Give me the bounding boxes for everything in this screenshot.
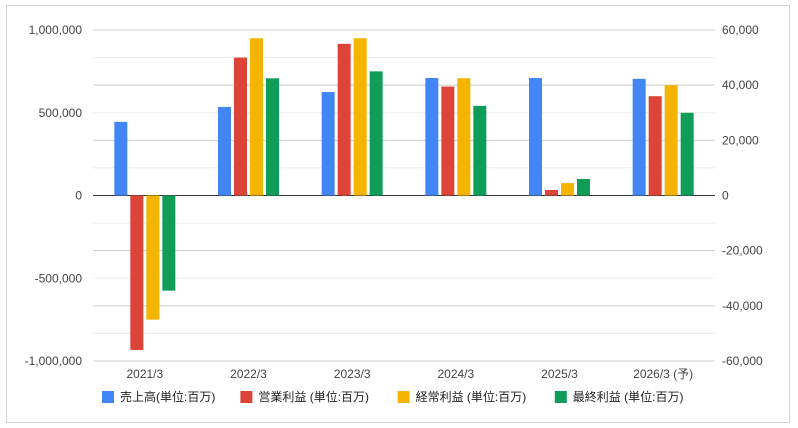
bar-3-4 [457, 78, 471, 196]
y-left-tick-label: -1,000,000 [25, 354, 83, 368]
bar-4-3 [369, 71, 383, 196]
bar-4-1 [162, 195, 176, 291]
legend-label: 経常利益 (単位:百万) [416, 389, 527, 404]
bar-1-3 [321, 92, 335, 196]
bar-3-5 [561, 183, 574, 196]
y-left-tick-label: 500,000 [39, 106, 83, 120]
legend: 売上高(単位:百万) 営業利益 (単位:百万) 経常利益 (単位:百万) 最終利益 (… [102, 389, 683, 404]
grid-lines [93, 29, 715, 362]
y-right-tick-label: -40,000 [722, 299, 763, 313]
bar-2-1 [130, 195, 144, 350]
x-tick-label: 2021/3 [126, 367, 163, 381]
legend-swatch [554, 391, 567, 403]
bar-3-1 [146, 195, 160, 320]
bars [114, 38, 694, 350]
axes: 1,000,000 500,000 0 -500,000 -1,000,000 60,00… [25, 23, 763, 381]
bar-4-2 [266, 78, 279, 196]
y-right-tick-label: 40,000 [722, 78, 759, 92]
x-tick-label: 2026/3 (予) [633, 367, 693, 381]
legend-swatch [240, 391, 253, 403]
x-tick-label: 2023/3 [334, 367, 371, 381]
bar-4-6 [680, 112, 694, 196]
y-left-tick-label: 0 [75, 189, 82, 203]
y-left-tick-label: 1,000,000 [29, 23, 83, 37]
bar-1-6 [632, 78, 646, 196]
bar-4-4 [473, 105, 487, 196]
legend-label: 営業利益 (単位:百万) [258, 389, 369, 404]
bar-2-2 [234, 57, 247, 196]
x-tick-label: 2022/3 [230, 367, 267, 381]
bar-3-3 [353, 38, 367, 196]
y-left-tick-label: -500,000 [35, 271, 83, 285]
bar-3-6 [664, 85, 678, 196]
x-tick-label: 2025/3 [541, 367, 578, 381]
bar-4-5 [577, 178, 590, 196]
bar-1-5 [529, 77, 542, 196]
bar-2-5 [545, 189, 558, 196]
x-tick-label: 2024/3 [437, 367, 474, 381]
legend-swatch [102, 391, 114, 403]
y-right-tick-label: 60,000 [722, 23, 759, 37]
y-right-tick-label: -60,000 [722, 354, 763, 368]
bar-2-4 [441, 86, 455, 196]
bar-2-6 [648, 96, 662, 196]
bar-2-3 [337, 43, 351, 196]
bar-1-4 [425, 77, 439, 196]
y-right-tick-label: -20,000 [722, 244, 763, 258]
bar-3-2 [250, 38, 263, 196]
legend-label: 売上高(単位:百万) [120, 389, 215, 404]
y-right-tick-label: 0 [722, 189, 729, 203]
bar-1-1 [114, 121, 128, 196]
y-right-tick-label: 20,000 [722, 133, 759, 147]
legend-swatch [397, 391, 410, 403]
bar-1-2 [218, 106, 231, 196]
legend-label: 最終利益 (単位:百万) [573, 389, 684, 404]
